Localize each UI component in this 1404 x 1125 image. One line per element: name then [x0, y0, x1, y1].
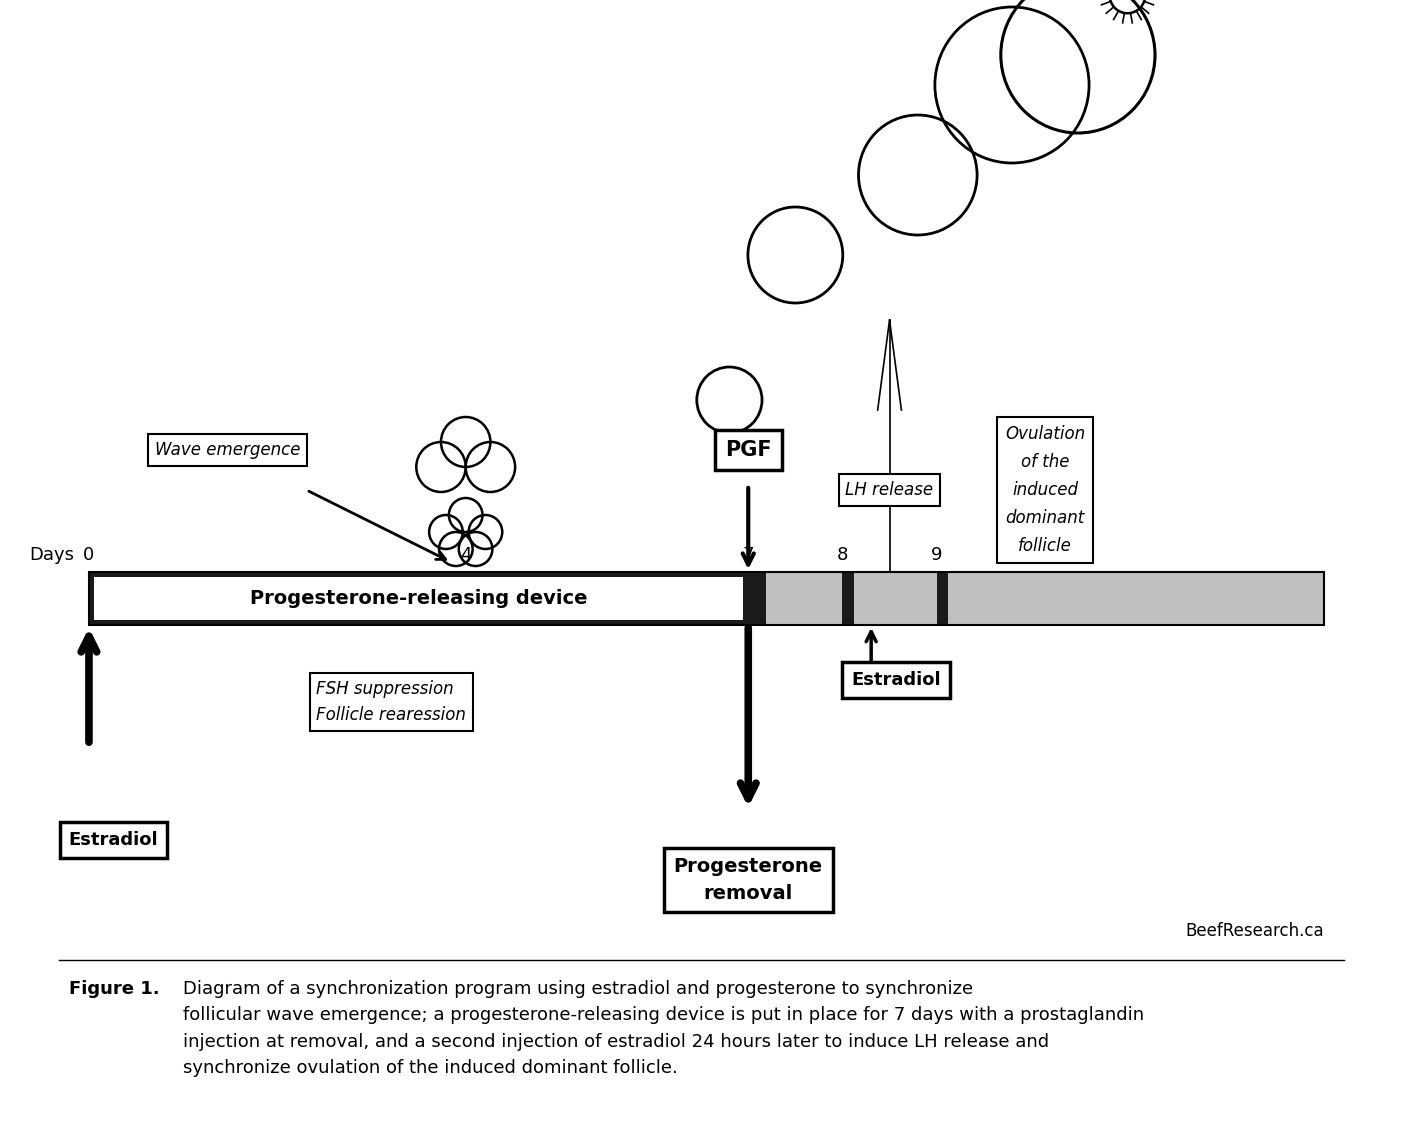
Text: Progesterone
removal: Progesterone removal — [674, 857, 823, 902]
Text: Ovulation
of the
induced
dominant
follicle: Ovulation of the induced dominant follic… — [1005, 425, 1085, 555]
Text: 8: 8 — [837, 546, 848, 564]
Text: BeefResearch.ca: BeefResearch.ca — [1186, 922, 1324, 940]
Text: 0: 0 — [83, 546, 94, 564]
Text: 9: 9 — [931, 546, 942, 564]
Text: Diagram of a synchronization program using estradiol and progesterone to synchro: Diagram of a synchronization program usi… — [183, 980, 1144, 1078]
Bar — [94, 577, 743, 620]
Bar — [88, 572, 1324, 626]
Text: Wave emergence: Wave emergence — [154, 441, 300, 459]
Text: Estradiol: Estradiol — [851, 670, 941, 688]
Text: 4: 4 — [461, 546, 472, 564]
Text: Days: Days — [29, 546, 74, 564]
Bar — [88, 572, 1324, 626]
Text: LH release: LH release — [845, 482, 934, 500]
Text: Progesterone-releasing device: Progesterone-releasing device — [250, 590, 587, 608]
Text: PGF: PGF — [724, 440, 772, 460]
Text: Figure 1.: Figure 1. — [69, 980, 160, 998]
Bar — [949, 572, 1324, 626]
Text: 7: 7 — [743, 546, 754, 564]
Bar — [767, 572, 842, 626]
Text: Estradiol: Estradiol — [69, 831, 159, 849]
Text: FSH suppression
Follicle rearession: FSH suppression Follicle rearession — [316, 680, 466, 724]
Text: 10: 10 — [1019, 546, 1042, 564]
Bar — [854, 572, 936, 626]
